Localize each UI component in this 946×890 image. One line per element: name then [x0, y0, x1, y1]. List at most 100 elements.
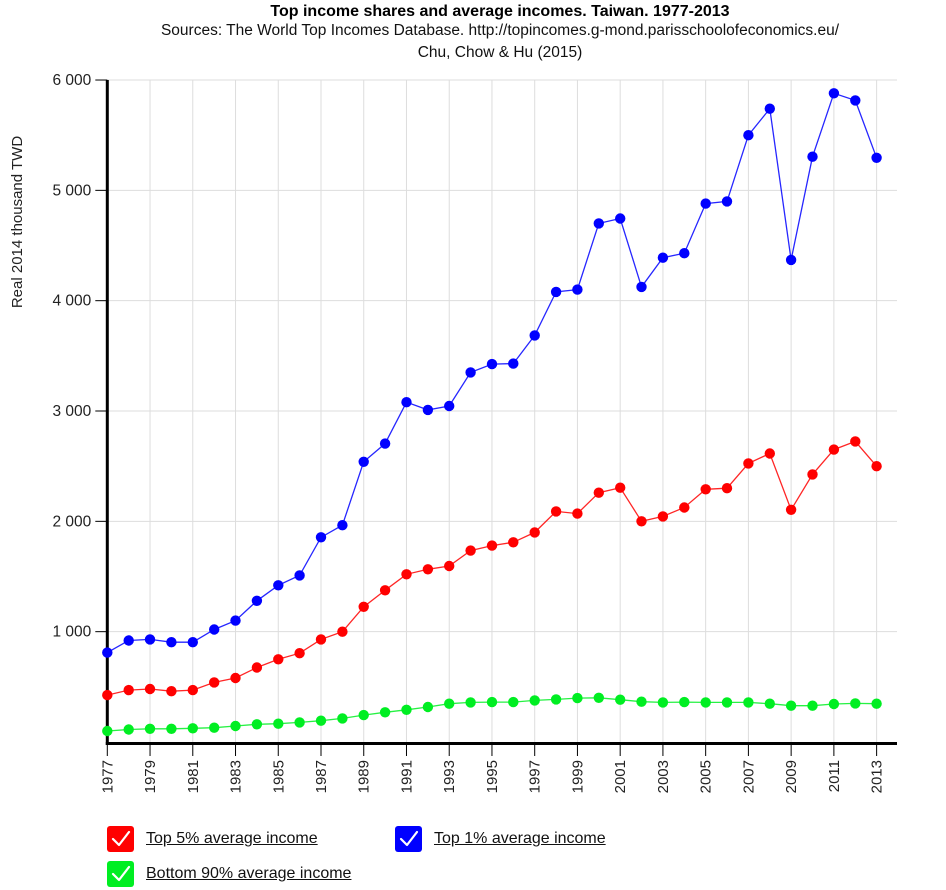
data-point[interactable] — [358, 456, 369, 467]
data-point[interactable] — [615, 213, 626, 224]
data-point[interactable] — [657, 511, 669, 522]
data-point[interactable] — [337, 520, 348, 531]
data-point[interactable] — [465, 367, 476, 378]
data-point[interactable] — [102, 689, 113, 701]
data-point[interactable] — [743, 130, 754, 141]
data-point[interactable] — [102, 647, 113, 658]
data-point[interactable] — [422, 701, 434, 713]
data-point[interactable] — [144, 683, 156, 695]
data-point[interactable] — [358, 709, 369, 721]
data-point[interactable] — [593, 692, 604, 703]
data-point[interactable] — [337, 713, 348, 724]
data-point[interactable] — [379, 438, 391, 449]
data-point[interactable] — [529, 330, 540, 341]
data-point[interactable] — [871, 698, 882, 709]
data-point[interactable] — [166, 723, 177, 734]
data-point[interactable] — [273, 654, 284, 665]
data-point[interactable] — [465, 545, 476, 556]
data-point[interactable] — [251, 719, 263, 730]
data-point[interactable] — [422, 404, 434, 416]
data-point[interactable] — [401, 704, 412, 715]
data-point[interactable] — [123, 724, 134, 735]
data-point[interactable] — [273, 718, 284, 729]
data-point[interactable] — [273, 580, 284, 591]
data-point[interactable] — [550, 506, 562, 517]
data-point[interactable] — [721, 196, 733, 207]
data-point[interactable] — [807, 700, 818, 711]
data-point[interactable] — [615, 694, 626, 705]
data-point[interactable] — [679, 502, 690, 513]
data-point[interactable] — [636, 696, 647, 707]
data-point[interactable] — [251, 662, 263, 673]
data-point[interactable] — [294, 570, 305, 581]
data-point[interactable] — [209, 677, 220, 688]
legend-item-top1[interactable]: Top 1% average income — [395, 826, 606, 852]
data-point[interactable] — [144, 723, 156, 734]
data-point[interactable] — [572, 692, 583, 704]
legend-label[interactable]: Bottom 90% average income — [146, 865, 352, 882]
data-point[interactable] — [123, 635, 134, 646]
data-point[interactable] — [209, 624, 220, 635]
checkbox-checked-icon[interactable] — [107, 861, 134, 887]
data-point[interactable] — [636, 281, 647, 293]
data-point[interactable] — [508, 358, 519, 369]
data-point[interactable] — [871, 461, 882, 472]
data-point[interactable] — [657, 697, 669, 708]
data-point[interactable] — [636, 516, 647, 527]
data-point[interactable] — [743, 697, 754, 708]
data-point[interactable] — [850, 436, 861, 447]
data-point[interactable] — [358, 601, 369, 612]
checkbox-checked-icon[interactable] — [107, 826, 134, 852]
data-point[interactable] — [187, 723, 198, 734]
data-point[interactable] — [379, 585, 391, 596]
data-point[interactable] — [700, 697, 711, 708]
legend-item-bottom90[interactable]: Bottom 90% average income — [107, 861, 351, 887]
data-point[interactable] — [444, 400, 455, 412]
data-point[interactable] — [486, 696, 498, 708]
data-point[interactable] — [486, 358, 498, 370]
data-point[interactable] — [508, 537, 519, 548]
legend-label[interactable]: Top 1% average income — [434, 830, 606, 847]
data-point[interactable] — [721, 697, 733, 708]
data-point[interactable] — [230, 720, 241, 732]
data-point[interactable] — [315, 532, 327, 543]
data-point[interactable] — [379, 707, 391, 718]
data-point[interactable] — [593, 487, 604, 498]
data-point[interactable] — [187, 637, 198, 648]
data-point[interactable] — [807, 469, 818, 480]
checkbox-checked-icon[interactable] — [395, 826, 422, 852]
data-point[interactable] — [102, 725, 113, 737]
data-point[interactable] — [144, 634, 156, 645]
data-point[interactable] — [294, 648, 305, 659]
data-point[interactable] — [251, 595, 263, 606]
data-point[interactable] — [187, 684, 198, 696]
data-point[interactable] — [444, 698, 455, 709]
data-point[interactable] — [764, 448, 775, 459]
data-point[interactable] — [700, 198, 711, 209]
data-point[interactable] — [123, 684, 134, 696]
data-point[interactable] — [550, 286, 562, 298]
data-point[interactable] — [444, 560, 455, 572]
data-point[interactable] — [828, 88, 840, 99]
data-point[interactable] — [785, 700, 797, 711]
data-point[interactable] — [785, 254, 797, 266]
data-point[interactable] — [529, 527, 540, 538]
data-point[interactable] — [529, 695, 540, 706]
data-point[interactable] — [700, 484, 711, 495]
data-point[interactable] — [572, 508, 583, 519]
data-point[interactable] — [850, 698, 861, 709]
data-point[interactable] — [422, 564, 434, 575]
data-point[interactable] — [465, 697, 476, 708]
data-point[interactable] — [828, 444, 840, 455]
data-point[interactable] — [230, 615, 241, 626]
legend-item-top5[interactable]: Top 5% average income — [107, 826, 318, 852]
data-point[interactable] — [615, 482, 626, 493]
data-point[interactable] — [785, 504, 797, 515]
data-point[interactable] — [337, 626, 348, 637]
data-point[interactable] — [743, 458, 754, 469]
data-point[interactable] — [807, 151, 818, 162]
data-point[interactable] — [679, 696, 690, 708]
data-point[interactable] — [593, 218, 604, 229]
data-point[interactable] — [850, 95, 861, 106]
data-point[interactable] — [315, 715, 327, 726]
